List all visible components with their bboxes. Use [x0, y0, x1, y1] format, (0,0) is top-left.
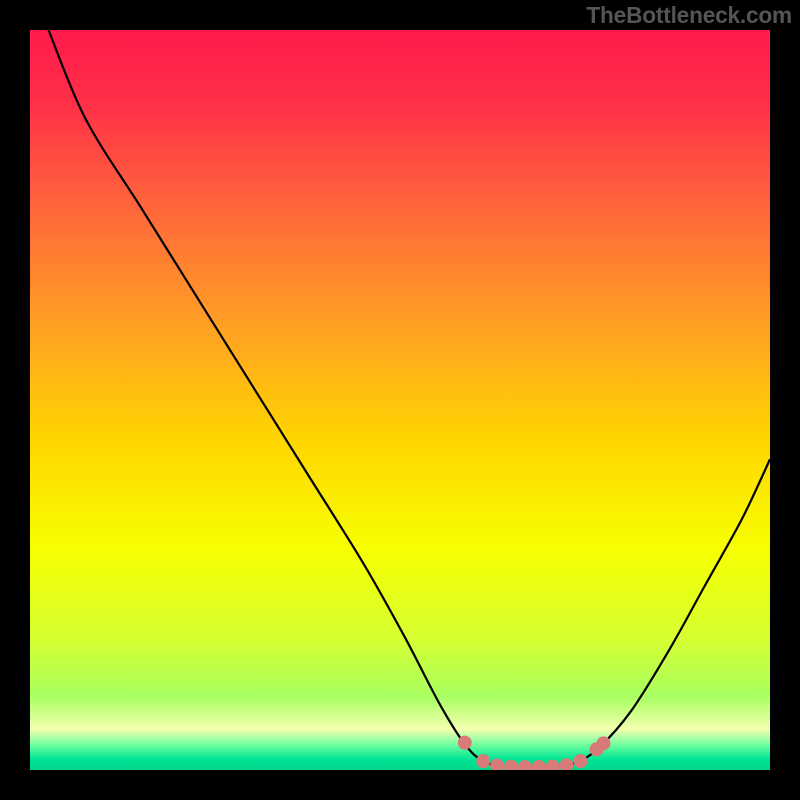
optimal-marker — [546, 760, 560, 770]
optimal-marker — [458, 736, 472, 750]
optimal-marker — [504, 760, 518, 770]
optimal-marker — [490, 759, 504, 770]
optimal-marker — [476, 754, 490, 768]
watermark-text: TheBottleneck.com — [586, 2, 792, 29]
optimal-marker — [532, 760, 546, 770]
plot-area — [30, 30, 770, 770]
optimal-marker — [597, 736, 611, 750]
optimal-marker — [518, 760, 532, 770]
optimal-markers — [30, 30, 770, 770]
chart-frame: TheBottleneck.com — [0, 0, 800, 800]
optimal-marker — [573, 754, 587, 768]
optimal-marker — [560, 758, 574, 770]
